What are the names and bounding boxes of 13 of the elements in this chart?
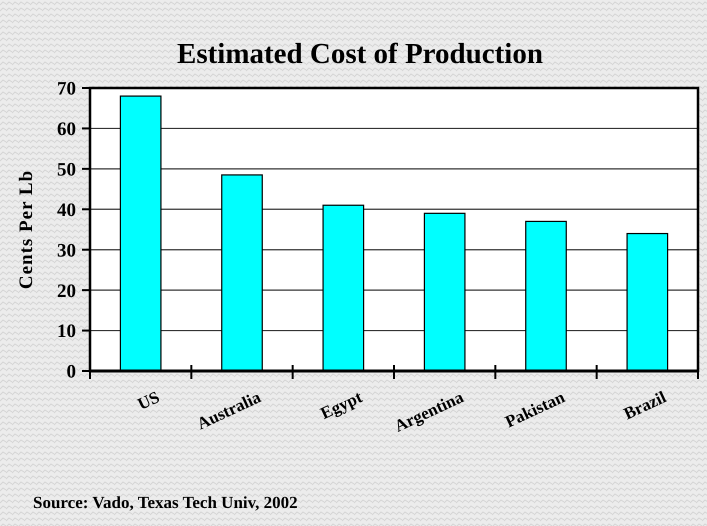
y-tick-label: 40 (57, 200, 76, 221)
y-tick-label: 50 (57, 160, 76, 181)
source-note: Source: Vado, Texas Tech Univ, 2002 (33, 493, 298, 512)
y-tick-label: 30 (57, 240, 76, 262)
y-tick-label: 10 (57, 321, 76, 342)
y-tick-label: 70 (57, 78, 76, 100)
chart-title: Estimated Cost of Production (177, 38, 543, 70)
y-tick-label: 20 (57, 280, 76, 302)
y-axis-title: Cents Per Lb (16, 170, 37, 290)
x-tick-label: US (134, 387, 162, 414)
x-tick-label: Egypt (318, 387, 366, 423)
y-tick-label: 60 (57, 119, 76, 140)
y-tick-label: 0 (66, 362, 76, 383)
